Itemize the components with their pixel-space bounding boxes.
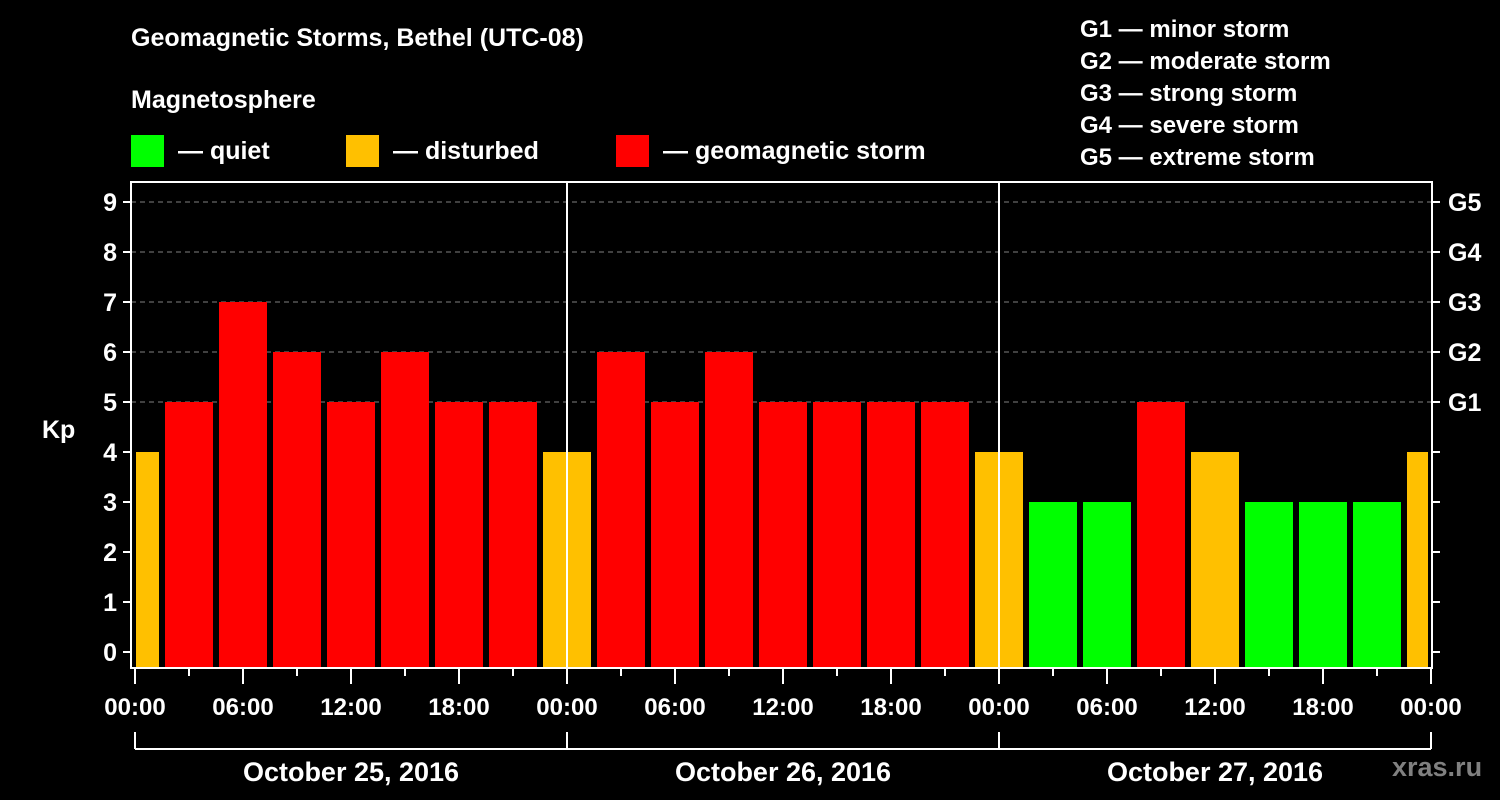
x-tick-label: 12:00: [1184, 694, 1245, 721]
storm-level-label: G3: [1448, 289, 1481, 317]
plot-frame: [130, 181, 1433, 669]
kp-bar: [1137, 402, 1185, 667]
kp-bar: [921, 402, 969, 667]
legend-quiet: — quiet: [131, 135, 270, 167]
y-tick-label: 0: [103, 639, 117, 667]
kp-bar: [136, 452, 159, 667]
kp-bar: [489, 402, 537, 667]
x-tick-label: 06:00: [212, 694, 273, 721]
kp-bar: [1245, 502, 1293, 667]
storm-scale-list: G1 — minor storm G2 — moderate storm G3 …: [1080, 14, 1331, 174]
storm-swatch: [616, 135, 649, 167]
y-tick-label: 6: [103, 339, 117, 367]
y-tick-label: 2: [103, 539, 117, 567]
x-tick-label: 12:00: [752, 694, 813, 721]
quiet-swatch: [131, 135, 164, 167]
x-tick-label: 06:00: [644, 694, 705, 721]
kp-bar: [435, 402, 483, 667]
y-tick-label: 5: [103, 389, 117, 417]
x-tick-label: 06:00: [1076, 694, 1137, 721]
day-label: October 27, 2016: [1107, 757, 1323, 787]
kp-bar: [705, 352, 753, 667]
kp-bar: [1407, 452, 1428, 667]
grid-lines: [131, 201, 1432, 403]
kp-bar: [759, 402, 807, 667]
y-tick-label: 1: [103, 589, 117, 617]
storm-level-label: G5: [1448, 189, 1481, 217]
legend-title: Magnetosphere: [131, 86, 316, 114]
legend-storm: — geomagnetic storm: [616, 135, 926, 167]
storm-scale-g5: G5 — extreme storm: [1080, 144, 1315, 171]
y-tick-label: 7: [103, 289, 117, 317]
x-tick-label: 18:00: [1292, 694, 1353, 721]
kp-bar: [165, 402, 213, 667]
kp-bar: [219, 302, 267, 667]
x-tick-label: 18:00: [860, 694, 921, 721]
legend-disturbed-label: — disturbed: [393, 136, 539, 165]
kp-bars: [136, 302, 1428, 667]
kp-bar: [381, 352, 429, 667]
kp-bar: [867, 402, 915, 667]
y-axis-label: Kp: [42, 416, 75, 444]
kp-bar: [1353, 502, 1401, 667]
y-tick-label: 9: [103, 189, 117, 217]
kp-bar: [1191, 452, 1239, 667]
disturbed-swatch: [346, 135, 379, 167]
storm-scale-g1: G1 — minor storm: [1080, 16, 1290, 43]
kp-bar: [273, 352, 321, 667]
x-tick-label: 00:00: [968, 694, 1029, 721]
x-tick-label: 00:00: [104, 694, 165, 721]
x-tick-label: 00:00: [1400, 694, 1461, 721]
kp-bar: [813, 402, 861, 667]
storm-level-label: G2: [1448, 339, 1481, 367]
storm-scale-g2: G2 — moderate storm: [1080, 48, 1331, 75]
y-tick-label: 8: [103, 239, 117, 267]
x-tick-label: 12:00: [320, 694, 381, 721]
chart-axes: 0 1 2 3 4 5 6 7 8 9 Kp G1 G2 G3 G4 G5 00:00 06:00 12:00 18:…: [42, 181, 1481, 787]
kp-bar: [651, 402, 699, 667]
watermark: xras.ru: [1392, 752, 1483, 782]
y-tick-label: 3: [103, 489, 117, 517]
kp-bar: [327, 402, 375, 667]
x-tick-label: 00:00: [536, 694, 597, 721]
kp-bar: [1029, 502, 1077, 667]
storm-scale-g4: G4 — severe storm: [1080, 112, 1299, 139]
kp-bar: [1083, 502, 1131, 667]
kp-bar: [1299, 502, 1347, 667]
day-label: October 25, 2016: [243, 757, 459, 787]
storm-level-label: G4: [1448, 239, 1481, 267]
legend-disturbed: — disturbed: [346, 135, 539, 167]
day-label: October 26, 2016: [675, 757, 891, 787]
y-tick-label: 4: [103, 439, 117, 467]
legend-storm-label: — geomagnetic storm: [663, 136, 926, 165]
legend-quiet-label: — quiet: [178, 136, 270, 165]
chart-title: Geomagnetic Storms, Bethel (UTC-08): [131, 24, 584, 52]
x-tick-label: 18:00: [428, 694, 489, 721]
storm-level-label: G1: [1448, 389, 1481, 417]
storm-scale-g3: G3 — strong storm: [1080, 80, 1298, 107]
kp-bar: [597, 352, 645, 667]
